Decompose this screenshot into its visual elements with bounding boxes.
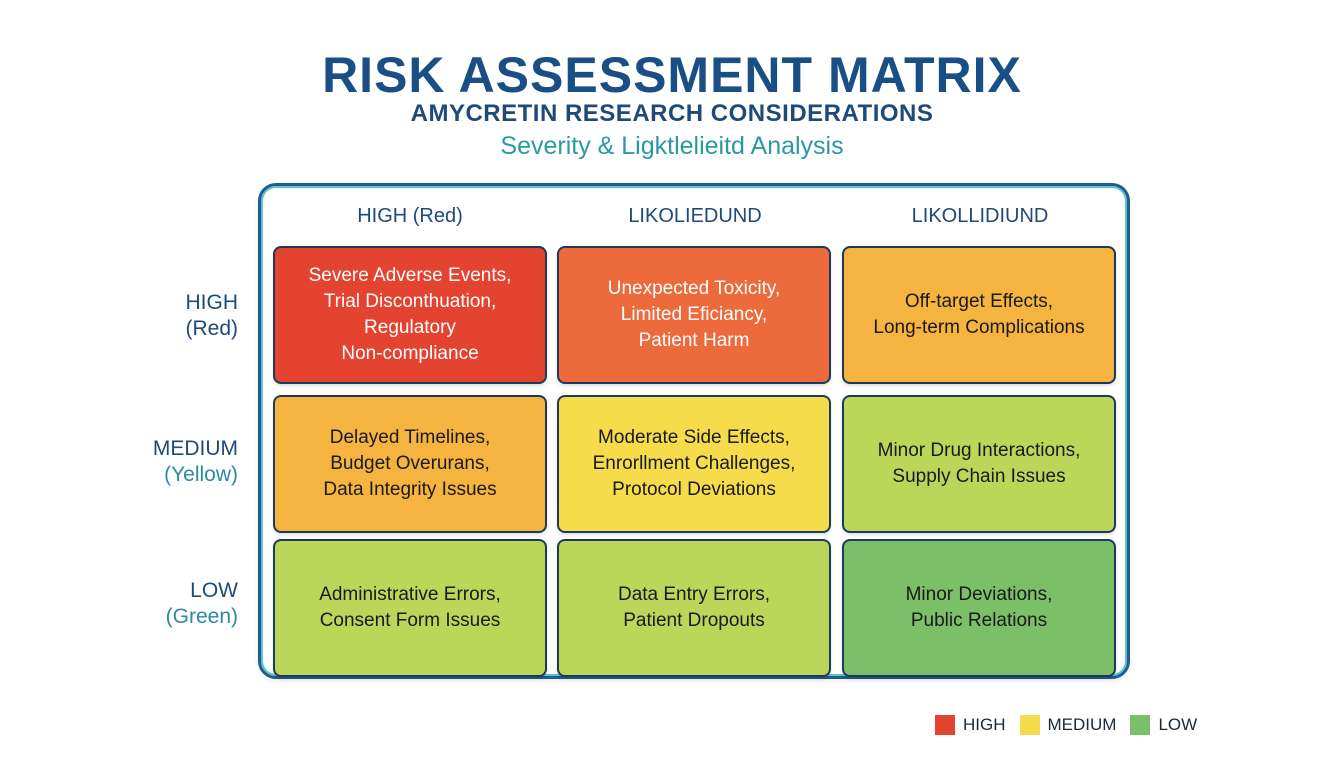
page-tagline: Severity & Ligktlelieitd Analysis xyxy=(500,132,844,160)
risk-cell-line: Long-term Complications xyxy=(873,317,1085,338)
risk-cell-line: Enrorllment Challenges, xyxy=(592,453,796,474)
column-header-2: LIKOLIEDUND xyxy=(628,205,762,227)
risk-cell-high-2: Unexpected Toxicity, Limited Eficiancy, Pa… xyxy=(557,246,831,384)
risk-cell-text: Administrative Errors, Consent Form Issue… xyxy=(319,582,501,634)
legend-label: MEDIUM xyxy=(1047,715,1117,734)
risk-cell-line: Minor Drug Interactions, xyxy=(877,440,1081,461)
risk-cell-line: Non-compliance xyxy=(341,343,479,364)
page-subtitle: AMYCRETIN RESEARCH CONSIDERATIONS xyxy=(410,100,934,127)
legend-label: HIGH xyxy=(963,715,1006,734)
row-color-label: (Yellow) xyxy=(164,463,238,486)
risk-cell-line: Public Relations xyxy=(910,610,1048,631)
row-header-low: LOW (Green) xyxy=(120,578,238,630)
risk-cell-line: Protocol Deviations xyxy=(612,479,776,500)
risk-cell-low-3: Minor Deviations, Public Relations xyxy=(842,539,1116,677)
risk-cell-text: Minor Deviations, Public Relations xyxy=(906,582,1053,634)
risk-cell-text: Unexpected Toxicity, Limited Eficiancy, Pa… xyxy=(608,276,781,354)
row-header-medium: MEDIUM (Yellow) xyxy=(120,436,238,488)
risk-cell-line: Unexpected Toxicity, xyxy=(607,278,781,299)
column-header-1: HIGH (Red) xyxy=(357,205,463,227)
risk-cell-text: Data Entry Errors, Patient Dropouts xyxy=(618,582,770,634)
risk-cell-text: Off-target Effects, Long-term Complicatio… xyxy=(873,289,1084,341)
risk-cell-medium-1: Delayed Timelines, Budget Overurans, Data … xyxy=(273,395,547,533)
risk-matrix-frame xyxy=(258,183,1130,679)
legend-label: LOW xyxy=(1158,715,1198,734)
risk-cell-medium-2: Moderate Side Effects, Enrorllment Challe… xyxy=(557,395,831,533)
risk-cell-line: Data Entry Errors, xyxy=(617,584,771,605)
row-level: HIGH xyxy=(185,291,239,314)
risk-cell-line: Limited Eficiancy, xyxy=(620,304,768,325)
legend-item-high: HIGH xyxy=(935,715,1006,735)
risk-cell-medium-3: Minor Drug Interactions, Supply Chain Iss… xyxy=(842,395,1116,533)
legend-swatch xyxy=(935,715,955,735)
risk-cell-line: Budget Overurans, xyxy=(330,453,490,474)
risk-cell-line: Delayed Timelines, xyxy=(329,427,491,448)
column-header-3: LIKOLLIDIUND xyxy=(911,205,1049,227)
risk-cell-line: Minor Deviations, xyxy=(905,584,1053,605)
risk-cell-line: Off-target Effects, xyxy=(904,291,1054,312)
risk-cell-line: Supply Chain Issues xyxy=(892,466,1066,487)
legend: HIGH MEDIUM LOW xyxy=(935,713,1211,737)
risk-cell-low-1: Administrative Errors, Consent Form Issue… xyxy=(273,539,547,677)
risk-cell-line: Administrative Errors, xyxy=(319,584,501,605)
risk-cell-high-1: Severe Adverse Events, Trial Disconthuati… xyxy=(273,246,547,384)
row-level: LOW xyxy=(190,579,238,602)
legend-swatch xyxy=(1130,715,1151,735)
page-title: RISK ASSESSMENT MATRIX xyxy=(322,47,1022,103)
legend-item-low: LOW xyxy=(1130,715,1197,735)
risk-cell-line: Trial Disconthuation, xyxy=(323,291,497,312)
risk-cell-text: Minor Drug Interactions, Supply Chain Iss… xyxy=(878,438,1081,490)
risk-cell-high-3: Off-target Effects, Long-term Complicatio… xyxy=(842,246,1116,384)
risk-cell-text: Delayed Timelines, Budget Overurans, Data … xyxy=(323,425,496,503)
row-color-label: (Red) xyxy=(185,317,238,340)
risk-cell-line: Moderate Side Effects, xyxy=(598,427,790,448)
risk-cell-line: Patient Harm xyxy=(638,330,750,351)
risk-cell-line: Patient Dropouts xyxy=(623,610,765,631)
risk-cell-text: Moderate Side Effects, Enrorllment Challe… xyxy=(593,425,796,503)
risk-cell-low-2: Data Entry Errors, Patient Dropouts xyxy=(557,539,831,677)
row-level: MEDIUM xyxy=(152,437,238,460)
risk-cell-line: Consent Form Issues xyxy=(319,610,501,631)
risk-cell-line: Data Integrity Issues xyxy=(323,479,497,500)
risk-cell-line: Regulatory xyxy=(364,317,456,338)
risk-cell-text: Severe Adverse Events, Trial Disconthuati… xyxy=(309,263,512,367)
legend-swatch xyxy=(1019,715,1040,735)
row-color-label: (Green) xyxy=(165,605,238,628)
risk-cell-line: Severe Adverse Events, xyxy=(308,265,512,286)
legend-item-medium: MEDIUM xyxy=(1019,715,1117,735)
row-header-high: HIGH (Red) xyxy=(120,290,238,342)
